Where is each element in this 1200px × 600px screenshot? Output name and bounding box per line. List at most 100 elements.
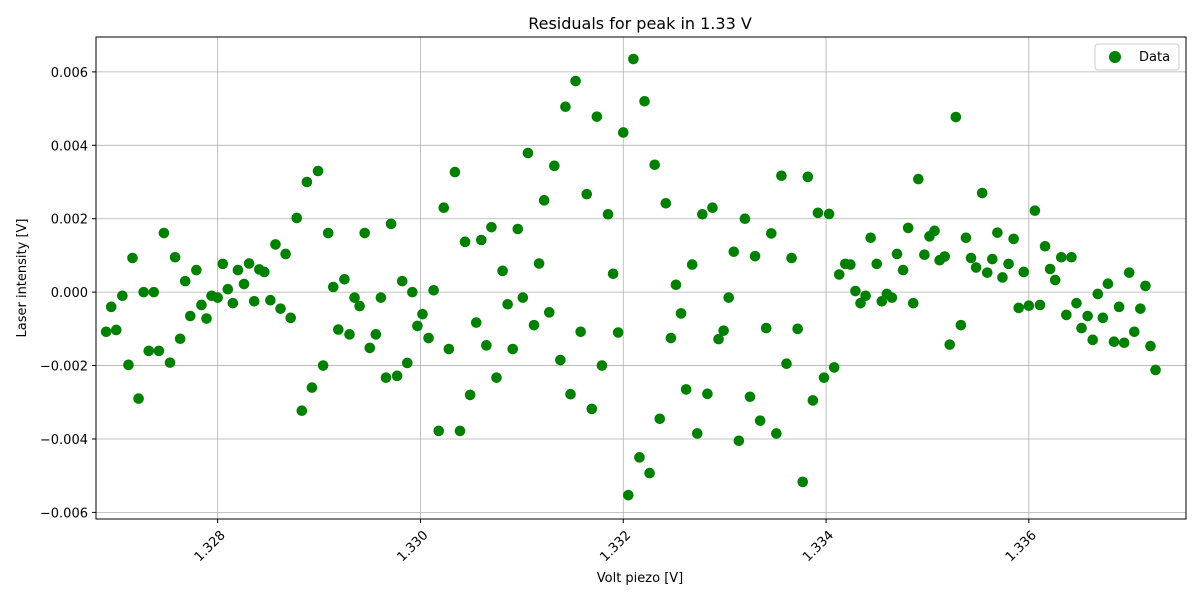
data-point <box>617 127 629 138</box>
data-point <box>364 342 376 354</box>
data-point <box>301 176 313 188</box>
data-point <box>522 147 534 159</box>
data-point <box>497 265 508 277</box>
data-point <box>470 317 482 328</box>
data-point <box>907 297 919 309</box>
data-point <box>707 202 718 213</box>
data-point <box>549 160 560 172</box>
y-tick-label: 0.004 <box>51 139 88 154</box>
data-point <box>143 345 155 357</box>
data-point <box>1113 301 1125 313</box>
data-point <box>623 489 634 501</box>
data-point <box>217 258 229 270</box>
data-point <box>596 360 608 371</box>
chart-title: Residuals for peak in 1.33 V <box>528 14 752 33</box>
x-tick-label: 1.330 <box>395 528 432 565</box>
data-point <box>507 343 519 355</box>
data-point <box>333 324 344 335</box>
data-point <box>275 303 286 314</box>
data-point <box>222 283 234 295</box>
data-point <box>670 279 682 291</box>
data-point <box>607 268 619 280</box>
data-point <box>733 435 745 447</box>
data-point <box>765 228 777 239</box>
y-axis-ticks: 0.006 0.004 0.002 0.000 −0.002 −0.004 −0.006 <box>40 66 96 521</box>
data-point <box>291 212 303 224</box>
data-point <box>285 312 296 324</box>
data-point <box>697 209 708 220</box>
y-tick-label: 0.006 <box>51 66 88 81</box>
data-point <box>823 208 835 220</box>
data-point <box>702 388 713 400</box>
data-point <box>913 173 924 185</box>
data-point <box>179 275 191 287</box>
data-point <box>512 223 524 235</box>
data-point <box>1076 322 1087 334</box>
data-point <box>164 357 176 368</box>
data-point <box>749 250 761 262</box>
data-point <box>939 251 950 262</box>
data-point <box>1055 251 1067 263</box>
data-point <box>105 301 117 313</box>
data-point <box>665 332 677 344</box>
data-point <box>133 393 144 404</box>
data-point <box>1034 299 1046 311</box>
data-point <box>438 202 450 213</box>
data-point <box>185 310 196 322</box>
y-tick-label: −0.002 <box>40 360 88 375</box>
data-point <box>654 413 666 425</box>
data-point <box>976 187 988 199</box>
data-point <box>1049 274 1061 286</box>
data-point <box>270 239 281 250</box>
x-axis-label: Volt piezo [V] <box>597 571 684 586</box>
data-point <box>802 171 814 183</box>
data-point <box>997 272 1008 283</box>
data-point <box>407 286 418 298</box>
data-point <box>1061 309 1072 321</box>
y-tick-label: 0.000 <box>51 286 88 301</box>
data-point <box>123 359 134 371</box>
data-point <box>517 292 529 303</box>
data-point <box>591 111 603 122</box>
x-tick-label: 1.328 <box>192 528 229 565</box>
data-point <box>845 259 856 270</box>
data-point <box>370 329 382 340</box>
data-point <box>1102 278 1114 289</box>
data-point <box>476 234 487 246</box>
data-point <box>454 425 466 437</box>
data-point <box>169 251 181 263</box>
data-point <box>464 389 476 401</box>
data-point <box>723 292 735 303</box>
data-point <box>581 188 593 200</box>
data-point <box>423 332 434 344</box>
data-point <box>322 227 334 239</box>
data-point <box>1013 302 1024 314</box>
data-point <box>1097 312 1109 324</box>
data-point <box>680 384 692 395</box>
data-point <box>449 166 461 178</box>
data-point <box>1145 340 1156 352</box>
legend-box <box>1094 43 1180 71</box>
data-point <box>1092 288 1104 300</box>
data-point <box>850 285 861 297</box>
data-point <box>148 286 160 298</box>
data-point <box>1150 364 1161 376</box>
data-point <box>110 324 122 336</box>
data-point <box>950 111 962 123</box>
data-point <box>797 476 809 488</box>
data-point <box>359 227 371 239</box>
data-point <box>970 262 982 273</box>
data-point <box>612 327 624 338</box>
data-point <box>433 425 445 437</box>
data-point <box>339 273 350 285</box>
data-point <box>713 333 724 345</box>
data-point <box>296 405 308 417</box>
data-point <box>833 269 845 280</box>
data-point <box>528 319 540 331</box>
data-point <box>349 292 360 303</box>
data-point <box>628 53 639 65</box>
data-points <box>100 53 1161 501</box>
data-point <box>771 428 782 439</box>
